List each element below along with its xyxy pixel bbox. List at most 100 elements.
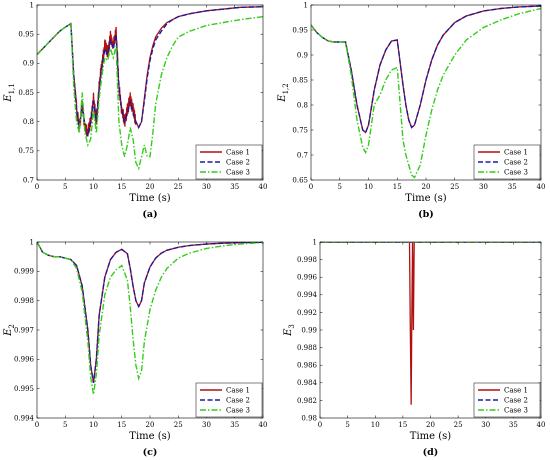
series-line-case-2 xyxy=(37,6,263,137)
y-axis-label: E1,1 xyxy=(3,83,16,102)
legend: Case 1 Case 2 Case 3 xyxy=(473,144,541,180)
panel-label: (d) xyxy=(423,447,439,458)
x-tick-label: 10 xyxy=(89,183,98,191)
x-tick-label: 15 xyxy=(117,421,126,429)
x-tick-label: 30 xyxy=(479,183,488,191)
panel-label: (c) xyxy=(143,447,158,458)
legend-label: Case 3 xyxy=(226,169,250,177)
series-line-case-1 xyxy=(320,242,541,405)
y-axis-label: E3 xyxy=(283,324,296,337)
chart-panel-1: 0 5 10 15 20 25 30 35 40 0.7 0.75 0.8 0.85 0.9 0.95 1 Ti… xyxy=(3,1,267,220)
x-tick-label: 25 xyxy=(454,421,463,429)
y-tick-label: 0.7 xyxy=(297,151,308,159)
x-tick-label: 20 xyxy=(146,183,155,191)
x-tick-label: 25 xyxy=(174,421,183,429)
series-line-case-3 xyxy=(37,242,263,395)
y-tick-label: 0.8 xyxy=(23,118,34,126)
series-line-case-3 xyxy=(37,15,263,171)
chart-panel-3: 0 5 10 15 20 25 30 35 40 0.994 0.995 0.996 0.997 0.99… xyxy=(3,238,267,458)
y-tick-label: 0.982 xyxy=(297,397,317,405)
legend-label: Case 3 xyxy=(226,407,250,415)
x-tick-label: 35 xyxy=(508,183,517,191)
x-tick-label: 5 xyxy=(338,183,342,191)
y-tick-label: 0.995 xyxy=(14,385,34,393)
x-tick-label: 40 xyxy=(537,421,546,429)
legend-label: Case 1 xyxy=(504,149,528,157)
legend-label: Case 2 xyxy=(504,159,528,167)
y-tick-label: 0.997 xyxy=(14,326,34,334)
x-tick-label: 0 xyxy=(318,421,322,429)
x-tick-label: 0 xyxy=(309,183,313,191)
legend-label: Case 2 xyxy=(226,397,250,405)
y-tick-label: 0.986 xyxy=(297,362,318,370)
y-tick-label: 0.9 xyxy=(297,51,308,59)
x-tick-label: 0 xyxy=(35,183,39,191)
x-tick-label: 15 xyxy=(117,183,126,191)
y-tick-label: 0.984 xyxy=(297,379,318,387)
legend-label: Case 1 xyxy=(226,149,250,157)
x-tick-label: 0 xyxy=(35,421,39,429)
y-tick-label: 1 xyxy=(30,238,34,246)
x-tick-label: 10 xyxy=(371,421,380,429)
x-tick-label: 20 xyxy=(422,183,431,191)
y-tick-label: 0.996 xyxy=(297,274,318,282)
x-tick-label: 35 xyxy=(230,183,239,191)
legend-label: Case 1 xyxy=(226,387,250,395)
legend: Case 1 Case 2 Case 3 xyxy=(195,382,263,418)
y-tick-label: 0.996 xyxy=(14,356,35,364)
y-tick-label: 0.85 xyxy=(292,76,308,84)
legend-label: Case 2 xyxy=(226,159,250,167)
x-tick-label: 5 xyxy=(63,421,67,429)
y-tick-label: 0.95 xyxy=(18,31,34,39)
y-tick-label: 0.998 xyxy=(14,297,34,305)
x-tick-label: 5 xyxy=(63,183,67,191)
y-tick-label: 0.992 xyxy=(297,309,317,317)
x-tick-label: 30 xyxy=(202,183,211,191)
x-tick-label: 25 xyxy=(450,183,459,191)
x-tick-label: 15 xyxy=(398,421,407,429)
series-line-case-1 xyxy=(311,5,541,134)
y-tick-label: 0.9 xyxy=(23,60,34,68)
series-line-case-3 xyxy=(311,7,541,179)
legend-label: Case 3 xyxy=(504,407,528,415)
x-tick-label: 40 xyxy=(259,421,268,429)
series-line-case-2 xyxy=(311,5,541,134)
y-tick-label: 0.994 xyxy=(14,414,35,422)
x-tick-label: 35 xyxy=(230,421,239,429)
x-tick-label: 35 xyxy=(509,421,518,429)
x-axis-label: Time (s) xyxy=(129,431,170,442)
x-tick-label: 30 xyxy=(481,421,490,429)
x-axis-label: Time (s) xyxy=(405,193,446,204)
x-tick-label: 15 xyxy=(393,183,402,191)
x-tick-label: 25 xyxy=(174,183,183,191)
series-line-case-1 xyxy=(37,6,263,137)
x-tick-label: 30 xyxy=(202,421,211,429)
y-axis-label: E1,2 xyxy=(277,83,290,102)
legend-label: Case 2 xyxy=(504,397,528,405)
x-tick-label: 5 xyxy=(345,421,349,429)
y-tick-label: 0.65 xyxy=(292,176,308,184)
y-tick-label: 1 xyxy=(30,1,34,9)
y-tick-label: 0.85 xyxy=(18,89,34,97)
legend: Case 1 Case 2 Case 3 xyxy=(195,144,263,180)
y-tick-label: 0.95 xyxy=(292,26,308,34)
y-tick-label: 0.98 xyxy=(301,414,317,422)
x-tick-label: 20 xyxy=(146,421,155,429)
y-tick-label: 1 xyxy=(304,1,308,9)
x-tick-label: 10 xyxy=(89,421,98,429)
x-tick-label: 20 xyxy=(426,421,435,429)
y-tick-label: 0.99 xyxy=(301,326,317,334)
panel-label: (b) xyxy=(418,209,434,220)
y-tick-label: 0.7 xyxy=(23,176,34,184)
y-tick-label: 0.999 xyxy=(14,268,34,276)
y-tick-label: 0.994 xyxy=(297,291,318,299)
legend-label: Case 1 xyxy=(504,387,528,395)
chart-panel-4: 0 5 10 15 20 25 30 35 40 0.98 0.982 0.984 0.986 0.988… xyxy=(283,238,545,458)
y-tick-label: 0.988 xyxy=(297,344,317,352)
legend-label: Case 3 xyxy=(504,169,528,177)
x-axis-label: Time (s) xyxy=(410,431,451,442)
x-tick-label: 40 xyxy=(259,183,268,191)
y-axis-label: E2 xyxy=(3,324,16,337)
y-tick-label: 0.75 xyxy=(292,126,308,134)
